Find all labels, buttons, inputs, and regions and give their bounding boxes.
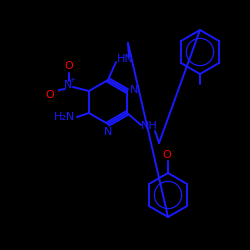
Text: N: N xyxy=(104,127,112,137)
Text: O: O xyxy=(64,61,73,71)
Text: H₂N: H₂N xyxy=(54,112,76,122)
Text: ⁻: ⁻ xyxy=(56,90,60,96)
Text: N: N xyxy=(130,85,138,95)
Text: N: N xyxy=(64,80,72,90)
Text: HN: HN xyxy=(116,54,134,64)
Text: +: + xyxy=(69,77,75,83)
Text: O: O xyxy=(46,90,54,100)
Text: O: O xyxy=(162,150,172,160)
Text: NH: NH xyxy=(141,121,158,131)
